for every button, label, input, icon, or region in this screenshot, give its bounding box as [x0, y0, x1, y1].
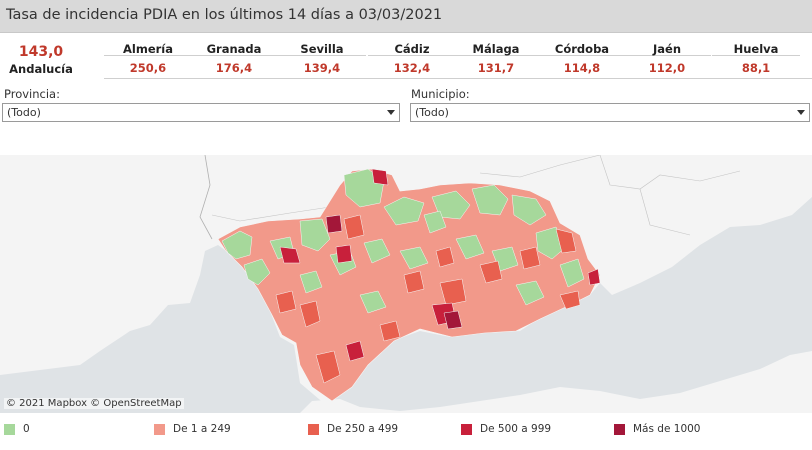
andalucia-total-value: 143,0	[18, 44, 64, 60]
province-value: 88,1	[741, 61, 771, 75]
province-name: Sevilla	[278, 36, 366, 56]
map-area	[345, 340, 365, 362]
province-name: Jaén	[623, 36, 711, 56]
map-canvas	[0, 155, 812, 413]
map-area	[439, 278, 467, 306]
province-name: Huelva	[712, 36, 800, 56]
andalucia-total-label: Andalucía	[9, 62, 73, 76]
province-table: Almería 250,6 Granada 176,4 Sevilla 139,…	[104, 36, 812, 82]
legend-swatch	[461, 424, 472, 435]
municipio-filter-label: Municipio:	[411, 87, 470, 101]
map-area	[363, 238, 391, 264]
province-value: 176,4	[215, 61, 253, 75]
legend-swatch	[4, 424, 15, 435]
legend-swatch	[154, 424, 165, 435]
map-area	[435, 246, 455, 268]
legend-label: 0	[23, 423, 30, 435]
map-area	[519, 246, 541, 270]
province-malaga: Málaga 131,7	[452, 36, 540, 75]
title-bar: Tasa de incidencia PDIA en los últimos 1…	[0, 0, 812, 33]
province-name: Córdoba	[538, 36, 626, 56]
medium-incidence-areas	[275, 214, 581, 384]
province-value: 131,7	[477, 61, 515, 75]
province-name: Cádiz	[368, 36, 456, 56]
municipio-select-value: (Todo)	[415, 106, 449, 119]
map-area	[315, 350, 341, 384]
legend-label: Más de 1000	[633, 423, 701, 435]
legend-swatch	[308, 424, 319, 435]
table-divider	[104, 78, 812, 79]
municipio-select[interactable]: (Todo)	[410, 103, 810, 122]
map-area	[559, 258, 585, 288]
map-area	[299, 218, 331, 252]
map-area	[279, 246, 301, 264]
map-area	[511, 194, 547, 226]
map-area	[399, 246, 429, 270]
map-area	[379, 320, 401, 342]
map-area	[479, 260, 503, 284]
legend-label: De 250 a 499	[327, 423, 399, 435]
legend-label: De 500 a 999	[480, 423, 552, 435]
map-area	[443, 310, 463, 330]
province-granada: Granada 176,4	[190, 36, 278, 75]
map-area	[343, 214, 365, 240]
provincia-filter-label: Provincia:	[4, 87, 60, 101]
map-area	[335, 244, 353, 264]
map-area	[455, 234, 485, 260]
map-area	[423, 210, 447, 234]
land-north-africa	[300, 351, 812, 413]
map-area	[471, 184, 509, 216]
very-high-incidence-areas	[325, 214, 463, 330]
province-value: 139,4	[303, 61, 341, 75]
map-area	[359, 290, 387, 314]
provincia-select-value: (Todo)	[7, 106, 41, 119]
province-name: Málaga	[452, 36, 540, 56]
province-value: 250,6	[129, 61, 167, 75]
map-attribution[interactable]: © 2021 Mapbox © OpenStreetMap	[4, 398, 184, 409]
map-area	[299, 300, 321, 328]
map-area	[587, 268, 601, 286]
border-line	[199, 155, 213, 240]
map-area	[221, 230, 253, 260]
province-jaen: Jaén 112,0	[623, 36, 711, 75]
border-line	[599, 155, 741, 190]
legend-label: De 1 a 249	[173, 423, 231, 435]
andalucia-total: 143,0 Andalucía	[0, 44, 82, 76]
border-line	[639, 188, 691, 236]
province-almeria: Almería 250,6	[104, 36, 192, 75]
province-value: 132,4	[393, 61, 431, 75]
map-area	[403, 270, 425, 294]
border-line	[479, 155, 601, 178]
map-area	[555, 228, 577, 254]
map-area	[371, 168, 389, 186]
province-huelva: Huelva 88,1	[712, 36, 800, 75]
map-area	[299, 270, 323, 294]
map-area	[559, 290, 581, 310]
province-value: 112,0	[648, 61, 686, 75]
province-cordoba: Córdoba 114,8	[538, 36, 626, 75]
map-area	[325, 214, 343, 234]
incidence-summary: 143,0 Andalucía Almería 250,6 Granada 17…	[0, 36, 812, 82]
map-area	[275, 290, 297, 314]
legend-swatch	[614, 424, 625, 435]
zero-incidence-areas	[221, 168, 585, 314]
page-title: Tasa de incidencia PDIA en los últimos 1…	[6, 7, 443, 23]
province-value: 114,8	[563, 61, 601, 75]
legend: 0 De 1 a 249 De 250 a 499 De 500 a 999 M…	[0, 423, 812, 441]
map-area	[383, 196, 425, 226]
chevron-down-icon	[797, 110, 805, 115]
map-area	[243, 258, 271, 286]
provincia-select[interactable]: (Todo)	[2, 103, 400, 122]
province-cadiz: Cádiz 132,4	[368, 36, 456, 75]
province-name: Granada	[190, 36, 278, 56]
chevron-down-icon	[387, 110, 395, 115]
map-area	[515, 280, 545, 306]
province-name: Almería	[104, 36, 192, 56]
incidence-map[interactable]	[0, 155, 812, 413]
province-sevilla: Sevilla 139,4	[278, 36, 366, 75]
